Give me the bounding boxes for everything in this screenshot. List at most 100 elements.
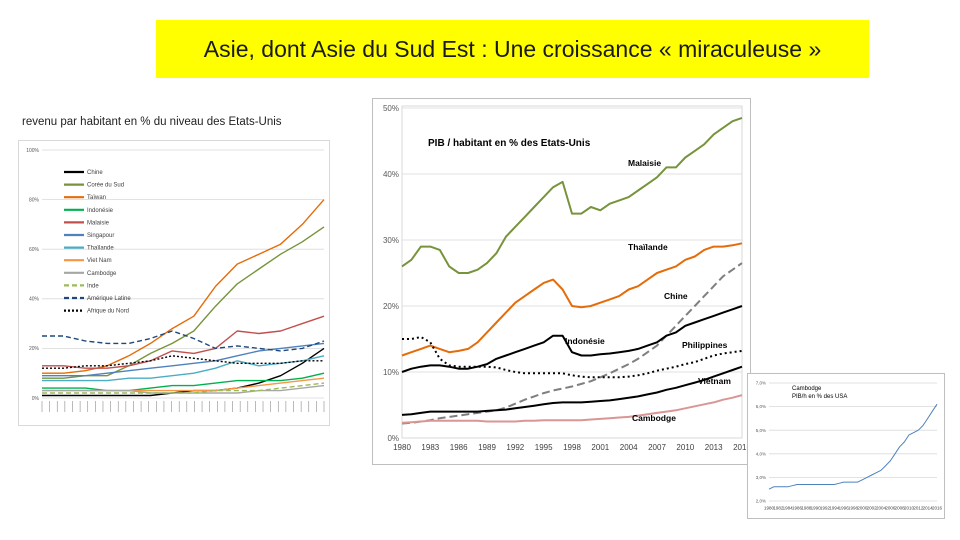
series-line-philippines	[402, 336, 743, 379]
inset-line-chart: 2,0% 3,0% 4,0% 5,0% 6,0% 7,0% 1980 1982 1984 198…	[747, 373, 945, 519]
y-tick-label: 40%	[383, 170, 399, 179]
series-label-thailande: Thaïlande	[628, 242, 668, 252]
x-tick-label: 1990	[811, 506, 822, 511]
left-chart-legend: Chine Corée du Sud Taïwan Indonésie Malaisie…	[64, 170, 131, 315]
inset-chart-lines	[768, 403, 938, 490]
series-line-chine	[42, 347, 325, 397]
y-tick-label: 7,0%	[756, 381, 766, 386]
y-tick-label: 60%	[29, 247, 40, 253]
x-tick-label: 2012	[913, 506, 924, 511]
inset-chart-frame	[747, 373, 945, 519]
series-line-malaisie	[42, 315, 325, 369]
left-chart-x-ticks	[41, 401, 325, 412]
series-line-afrique-du-nord	[42, 355, 324, 369]
series-label-vietnam: Vietnam	[698, 376, 731, 386]
series-line-singapour	[42, 342, 325, 377]
left-chart-caption: revenu par habitant en % du niveau des E…	[22, 116, 282, 128]
y-tick-label: 0%	[32, 396, 40, 402]
inset-chart-y-ticks: 2,0% 3,0% 4,0% 5,0% 6,0% 7,0%	[756, 381, 766, 504]
x-tick-label: 1982	[773, 506, 784, 511]
legend-label-amerique-latine: Amérique Latine	[87, 296, 131, 302]
y-tick-label: 20%	[29, 346, 40, 352]
y-tick-label: 3,0%	[756, 475, 766, 480]
series-label-cambodge: Cambodge	[632, 413, 676, 423]
x-tick-label: 2014	[923, 506, 934, 511]
y-tick-label: 0%	[387, 434, 399, 443]
x-tick-label: 2007	[648, 443, 666, 452]
series-line-taiwan	[42, 199, 325, 374]
x-tick-label: 2004	[876, 506, 887, 511]
legend-label-afrique-du-nord: Afrique du Nord	[87, 309, 129, 315]
y-tick-label: 10%	[383, 368, 399, 377]
series-line-indonesie	[42, 372, 325, 392]
x-tick-label: 1986	[792, 506, 803, 511]
slide-title: Asie, dont Asie du Sud Est : Une croissa…	[203, 35, 822, 62]
legend-label-singapour: Singapour	[87, 233, 114, 239]
series-label-indonesie: Indonésie	[565, 336, 605, 346]
x-tick-label: 1992	[820, 506, 831, 511]
x-tick-label: 2010	[904, 506, 915, 511]
series-label-philippines: Philippines	[682, 340, 728, 350]
series-line-malaisie	[401, 116, 743, 274]
main-line-chart: 0%10%20%30%40%50% 1980 1983 1986 1989 1992 19…	[372, 98, 751, 465]
series-line-inde	[42, 382, 325, 394]
inset-chart-x-ticks: 1980 1982 1984 1986 1988 1990 1992 1994 1996 1998…	[764, 506, 943, 511]
legend-label-inde: Inde	[87, 283, 99, 289]
series-line-indonesie	[401, 305, 743, 373]
series-label-malaisie: Malaisie	[628, 158, 661, 168]
series-label-chine: Chine	[664, 291, 688, 301]
legend-label-coree-du-sud: Corée du Sud	[87, 183, 124, 189]
inset-chart-grid	[769, 382, 937, 502]
main-plot-area	[401, 105, 743, 439]
x-tick-label: 1980	[393, 443, 411, 452]
y-tick-label: 6,0%	[756, 404, 766, 409]
x-tick-label: 2000	[857, 506, 868, 511]
series-line-cambodge	[768, 403, 938, 490]
main-chart-title: PIB / habitant en % des Etats-Unis	[428, 138, 591, 149]
y-tick-label: 100%	[26, 148, 39, 154]
legend-label-taiwan: Taïwan	[87, 195, 106, 201]
series-line-thailande	[401, 242, 743, 357]
inset-chart-subtitle: PIB/h en % des USA	[792, 394, 847, 400]
x-tick-label: 2001	[591, 443, 609, 452]
x-tick-label: 2004	[620, 443, 638, 452]
y-tick-label: 20%	[383, 302, 399, 311]
x-tick-label: 2016	[733, 443, 751, 452]
y-tick-label: 2,0%	[756, 499, 766, 504]
legend-label-indonesie: Indonésie	[87, 208, 114, 214]
x-tick-label: 2010	[676, 443, 694, 452]
main-chart-x-ticks: 1980 1983 1986 1989 1992 1995 1998 2001 2004 2007…	[393, 443, 751, 452]
legend-label-cambodge: Cambodge	[87, 271, 117, 277]
x-tick-label: 1998	[848, 506, 859, 511]
left-line-chart: 0% 20% 40% 60% 80% 100% Chine Corée du Sud Taïw…	[18, 140, 330, 426]
x-tick-label: 1983	[421, 443, 439, 452]
main-chart-lines	[401, 116, 743, 425]
x-tick-label: 1989	[478, 443, 496, 452]
x-tick-label: 1992	[506, 443, 524, 452]
x-tick-label: 1994	[829, 506, 840, 511]
x-tick-label: 2016	[932, 506, 943, 511]
y-tick-label: 4,0%	[756, 451, 766, 456]
left-chart-lines	[42, 199, 325, 397]
y-tick-label: 5,0%	[756, 428, 766, 433]
legend-label-chine: Chine	[87, 170, 103, 176]
y-tick-label: 50%	[383, 104, 399, 113]
series-line-vietnam	[401, 365, 743, 416]
y-tick-label: 30%	[383, 236, 399, 245]
x-tick-label: 2008	[895, 506, 906, 511]
title-banner: Asie, dont Asie du Sud Est : Une croissa…	[156, 20, 869, 78]
legend-label-malaisie: Malaisie	[87, 220, 110, 226]
series-line-amerique-latine	[42, 330, 325, 352]
y-tick-label: 40%	[29, 297, 40, 303]
legend-label-viet-nam: Viet Nam	[87, 258, 112, 264]
main-chart-y-ticks: 0% 10% 20% 30% 40% 50%	[383, 104, 399, 443]
legend-label-thailande: Thaïlande	[87, 246, 114, 252]
left-chart-y-ticks: 0% 20% 40% 60% 80% 100%	[26, 148, 39, 402]
series-line-cambodge	[401, 394, 743, 424]
x-tick-label: 1986	[450, 443, 468, 452]
x-tick-label: 2002	[867, 506, 878, 511]
inset-chart-title: Cambodge	[792, 386, 822, 392]
x-tick-label: 1984	[783, 506, 794, 511]
x-tick-label: 2006	[885, 506, 896, 511]
x-tick-label: 2013	[705, 443, 723, 452]
